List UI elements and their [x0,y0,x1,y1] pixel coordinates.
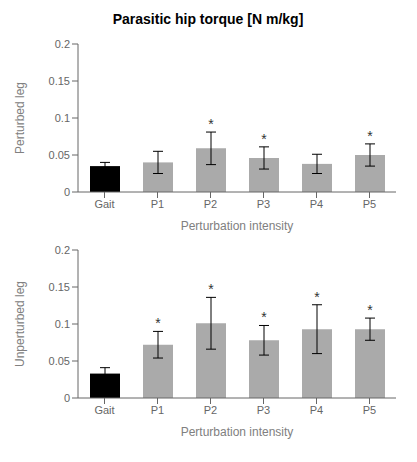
svg-text:*: * [208,281,214,297]
svg-text:*: * [261,131,267,147]
svg-text:Gait: Gait [94,404,114,416]
svg-text:P5: P5 [363,198,376,210]
svg-text:*: * [155,315,161,331]
svg-text:*: * [208,116,214,132]
svg-text:0.15: 0.15 [49,75,70,87]
svg-text:P2: P2 [204,404,217,416]
svg-text:P4: P4 [310,198,323,210]
svg-text:0.05: 0.05 [49,355,70,367]
svg-text:0.1: 0.1 [55,112,70,124]
svg-text:Unperturbed leg: Unperturbed leg [13,281,27,367]
svg-text:Perturbed leg: Perturbed leg [13,82,27,154]
svg-text:0: 0 [64,392,70,404]
svg-text:Perturbation intensity: Perturbation intensity [181,425,294,439]
svg-text:*: * [261,309,267,325]
svg-text:P2: P2 [204,198,217,210]
svg-text:0: 0 [64,186,70,198]
svg-text:*: * [367,302,373,318]
html-text:Parasitic hip torque [N m/kg]: Parasitic hip torque [N m/kg] [112,11,304,27]
svg-text:*: * [367,128,373,144]
svg-text:0.2: 0.2 [55,38,70,50]
svg-text:P4: P4 [310,404,323,416]
svg-text:0.15: 0.15 [49,281,70,293]
svg-text:0.05: 0.05 [49,149,70,161]
svg-text:0.1: 0.1 [55,318,70,330]
svg-text:P3: P3 [257,404,270,416]
svg-text:P5: P5 [363,404,376,416]
svg-text:P3: P3 [257,198,270,210]
svg-text:P1: P1 [151,198,164,210]
svg-text:Perturbation intensity: Perturbation intensity [181,219,294,233]
svg-text:Gait: Gait [94,198,114,210]
svg-text:0.2: 0.2 [55,244,70,256]
svg-text:*: * [314,289,320,305]
svg-text:P1: P1 [151,404,164,416]
